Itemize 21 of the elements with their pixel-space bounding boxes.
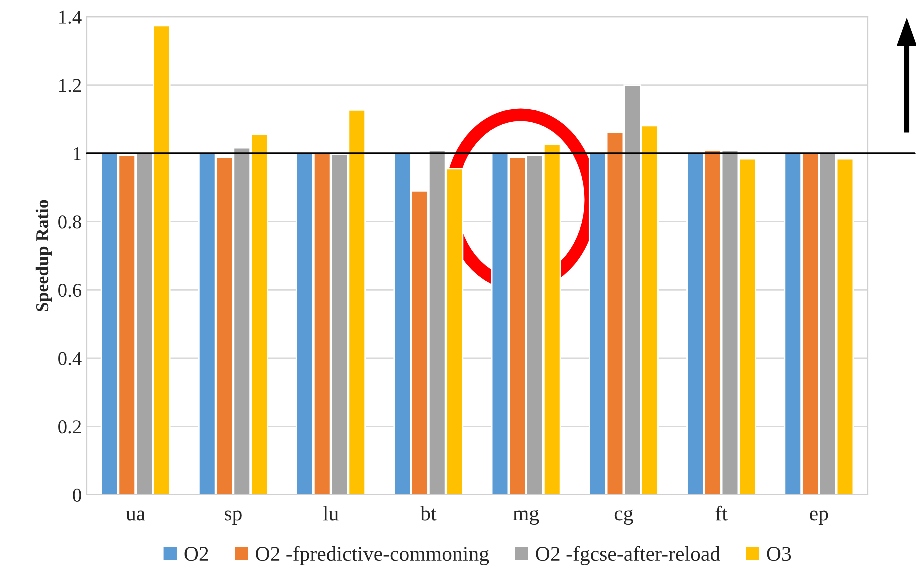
legend-label: O2 — [184, 547, 208, 562]
x-tick-label: mg — [513, 510, 540, 526]
y-tick-label: 0.6 — [58, 284, 82, 298]
y-tick-label: 0 — [73, 488, 82, 502]
y-tick-label: 0.8 — [58, 216, 82, 229]
x-tick-label: bt — [420, 506, 437, 521]
x-tick-label: ep — [810, 510, 828, 526]
legend-label: O2 -fgcse-after-reload — [536, 546, 720, 566]
x-tick-label: ua — [126, 510, 146, 521]
legend-label: O3 — [767, 547, 792, 562]
y-tick-label: 1 — [74, 147, 81, 160]
x-tick-label: ft — [716, 506, 728, 521]
y-tick-label: 1.2 — [60, 79, 82, 92]
y-tick-label: 0.4 — [58, 352, 82, 366]
legend-label: O2 -fpredictive-commoning — [256, 546, 490, 566]
y-axis-title: Speedup Ratio — [36, 200, 52, 312]
y-tick-label: 1.4 — [60, 10, 82, 24]
x-tick-label: sp — [225, 510, 242, 526]
x-tick-label: cg — [614, 510, 634, 526]
y-tick-label: 0.2 — [58, 420, 82, 434]
x-tick-label: lu — [323, 506, 339, 521]
